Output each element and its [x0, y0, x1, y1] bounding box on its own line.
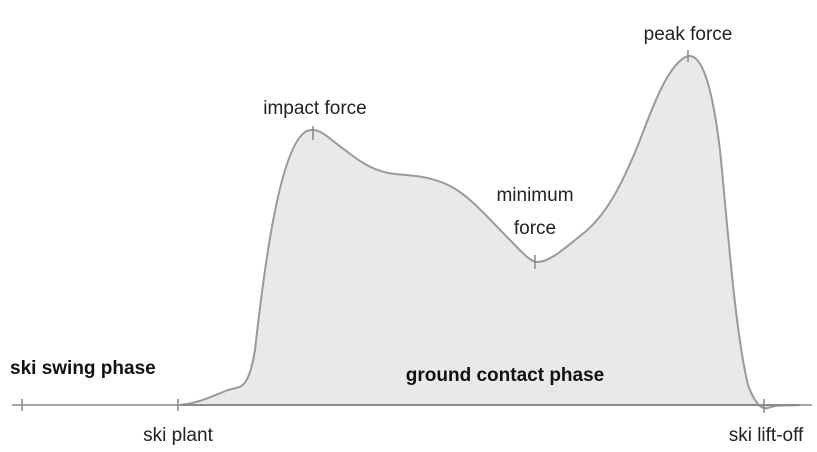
label: peak force: [644, 24, 733, 45]
phase-label: ground contact phase: [406, 365, 604, 386]
label: ski lift-off: [729, 425, 804, 446]
label: minimum: [496, 185, 573, 206]
label: ski plant: [143, 425, 213, 446]
label: impact force: [263, 98, 366, 119]
label: force: [514, 218, 556, 239]
phase-label: ski swing phase: [10, 358, 156, 379]
